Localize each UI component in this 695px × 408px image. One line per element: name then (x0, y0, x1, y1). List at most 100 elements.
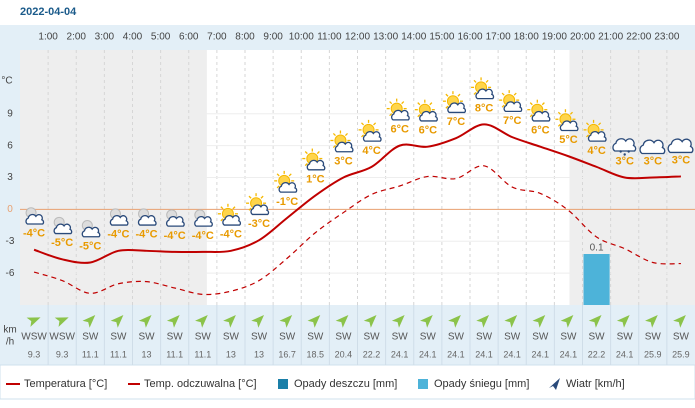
wind-arrow (138, 315, 152, 328)
hour-label: 5:00 (151, 32, 171, 43)
legend-label: Temp. odczuwalna [°C] (144, 378, 257, 390)
wind-direction: SW (560, 332, 577, 343)
temperature-label: -4°C (136, 229, 158, 241)
wind-arrow-shape (251, 315, 265, 328)
cloud-icon (278, 182, 298, 193)
temperature-label: 3°C (334, 155, 353, 167)
wind-speed: 24.1 (475, 349, 493, 359)
temperature-label: 5°C (559, 134, 578, 146)
wind-arrow-shape (588, 315, 602, 328)
wind-arrow (645, 315, 658, 328)
hour-label: 18:00 (514, 32, 539, 43)
wind-arrow (504, 315, 518, 328)
cloud-icon (503, 101, 523, 113)
wind-direction: SW (139, 332, 156, 343)
wind-arrow (110, 315, 124, 328)
wind-direction: SW (251, 332, 268, 343)
wind-speed: 24.1 (560, 349, 578, 359)
wind-speed: 24.1 (447, 349, 465, 359)
wind-arrow (476, 315, 490, 328)
wind-speed: 13 (254, 349, 264, 359)
wind-arrow (166, 315, 180, 328)
temperature-label: 7°C (503, 115, 522, 127)
sun-ray (232, 206, 236, 210)
wind-arrow (54, 317, 69, 327)
sun-ray (288, 173, 292, 177)
wind-arrow-shape (279, 315, 293, 328)
cloud-icon (667, 138, 694, 154)
legend-bg (0, 364, 695, 400)
wind-arrow (363, 315, 377, 328)
temperature-label: -5°C (51, 237, 73, 249)
wind-direction: SW (673, 332, 690, 343)
temperature-label: 8°C (475, 102, 494, 114)
wind-arrow (279, 315, 293, 328)
y-tick-label: -6 (6, 268, 15, 279)
wind-speed: 22.2 (363, 349, 381, 359)
cloud-icon (334, 141, 354, 153)
wind-speed: 11.1 (110, 349, 127, 359)
cloud-icon (306, 159, 326, 171)
cloud-icon (81, 226, 101, 238)
wind-arrow (251, 315, 265, 328)
sun-ray (332, 144, 336, 149)
wind-direction: WSW (49, 332, 75, 343)
temperature-label: 7°C (447, 116, 466, 128)
hour-label: 12:00 (345, 32, 370, 43)
wind-arrow-shape (138, 315, 152, 328)
temperature-label: 6°C (419, 125, 438, 137)
sun-ray (557, 123, 561, 127)
temperature-label: -3°C (248, 218, 270, 230)
hour-label: 23:00 (654, 32, 679, 43)
sun-ray (529, 102, 533, 106)
hour-label: 9:00 (263, 32, 283, 43)
cloud-icon (419, 110, 438, 122)
sun-ray (457, 93, 461, 97)
temperature-label: 4°C (587, 145, 606, 157)
sun-ray (569, 111, 573, 115)
wind-speed: 16.7 (278, 349, 296, 359)
y-tick-label: 0 (7, 204, 13, 215)
wind-arrow-shape (110, 315, 124, 328)
temperature-label: -4°C (107, 229, 129, 241)
wind-speed: 9.3 (56, 349, 69, 359)
wind-direction: SW (617, 332, 634, 343)
wind-speed: 9.3 (28, 349, 41, 359)
legend-swatch (418, 379, 428, 389)
wind-arrow-shape (420, 315, 433, 328)
legend-label: Opady śniegu [mm] (434, 378, 529, 390)
sun-ray (501, 92, 505, 96)
sun-ray (417, 114, 421, 118)
wind-arrow (588, 315, 602, 328)
wind-arrow (82, 315, 96, 328)
wind-arrow-shape (645, 315, 658, 328)
cloud-icon (194, 216, 213, 227)
y-tick-label: 6 (7, 140, 13, 151)
wind-direction: SW (532, 332, 549, 343)
wind-arrow-shape (82, 315, 96, 328)
wind-arrow-shape (560, 315, 574, 328)
temperature-label: -5°C (79, 240, 101, 252)
wind-arrow (532, 315, 546, 328)
wind-arrow-shape (363, 315, 377, 328)
sun-ray (485, 79, 489, 83)
sun-ray (513, 92, 517, 96)
wind-arrow-shape (616, 315, 630, 328)
wind-arrow (307, 315, 321, 328)
wind-direction: SW (167, 332, 184, 343)
sun-ray (557, 111, 561, 115)
cloud-icon (25, 213, 45, 225)
sun-ray (276, 173, 280, 177)
cloud-icon (639, 139, 666, 155)
wind-speed: 25.9 (672, 349, 690, 359)
wind-arrow (560, 315, 574, 328)
hour-label: 19:00 (542, 32, 567, 43)
temperature-label: -4°C (23, 228, 45, 240)
sun-ray (541, 102, 545, 106)
wind-speed: 22.2 (588, 349, 606, 359)
temperature-label: 4°C (362, 145, 381, 157)
y-axis-label: °C (1, 76, 12, 87)
wind-arrow-shape (54, 317, 69, 327)
legend-label: Temperatura [°C] (24, 378, 107, 390)
wind-direction: SW (645, 332, 662, 343)
